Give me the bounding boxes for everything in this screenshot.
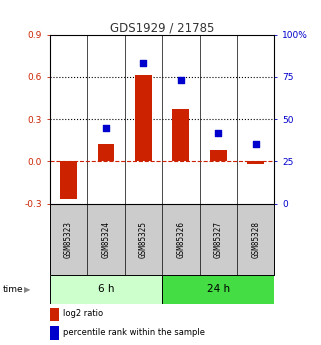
Point xyxy=(141,60,146,66)
Text: percentile rank within the sample: percentile rank within the sample xyxy=(63,328,205,337)
Text: GSM85328: GSM85328 xyxy=(251,221,260,258)
Bar xyxy=(210,150,227,161)
Point xyxy=(178,77,183,83)
Point xyxy=(253,142,258,147)
Text: 24 h: 24 h xyxy=(207,284,230,294)
Bar xyxy=(247,161,264,164)
Bar xyxy=(172,109,189,161)
Point xyxy=(216,130,221,135)
Text: GSM85327: GSM85327 xyxy=(214,221,223,258)
Bar xyxy=(50,275,162,304)
Bar xyxy=(98,145,114,161)
Text: 6 h: 6 h xyxy=(98,284,114,294)
Text: GSM85326: GSM85326 xyxy=(176,221,185,258)
Text: time: time xyxy=(3,285,24,294)
Text: GSM85323: GSM85323 xyxy=(64,221,73,258)
Title: GDS1929 / 21785: GDS1929 / 21785 xyxy=(110,21,214,34)
Bar xyxy=(60,161,77,199)
Text: ▶: ▶ xyxy=(24,285,30,294)
Text: log2 ratio: log2 ratio xyxy=(63,309,103,318)
Bar xyxy=(50,326,59,340)
Bar xyxy=(50,307,59,321)
Text: GSM85325: GSM85325 xyxy=(139,221,148,258)
Point xyxy=(103,125,108,130)
Text: GSM85324: GSM85324 xyxy=(101,221,110,258)
Bar xyxy=(162,275,274,304)
Bar xyxy=(135,75,152,161)
